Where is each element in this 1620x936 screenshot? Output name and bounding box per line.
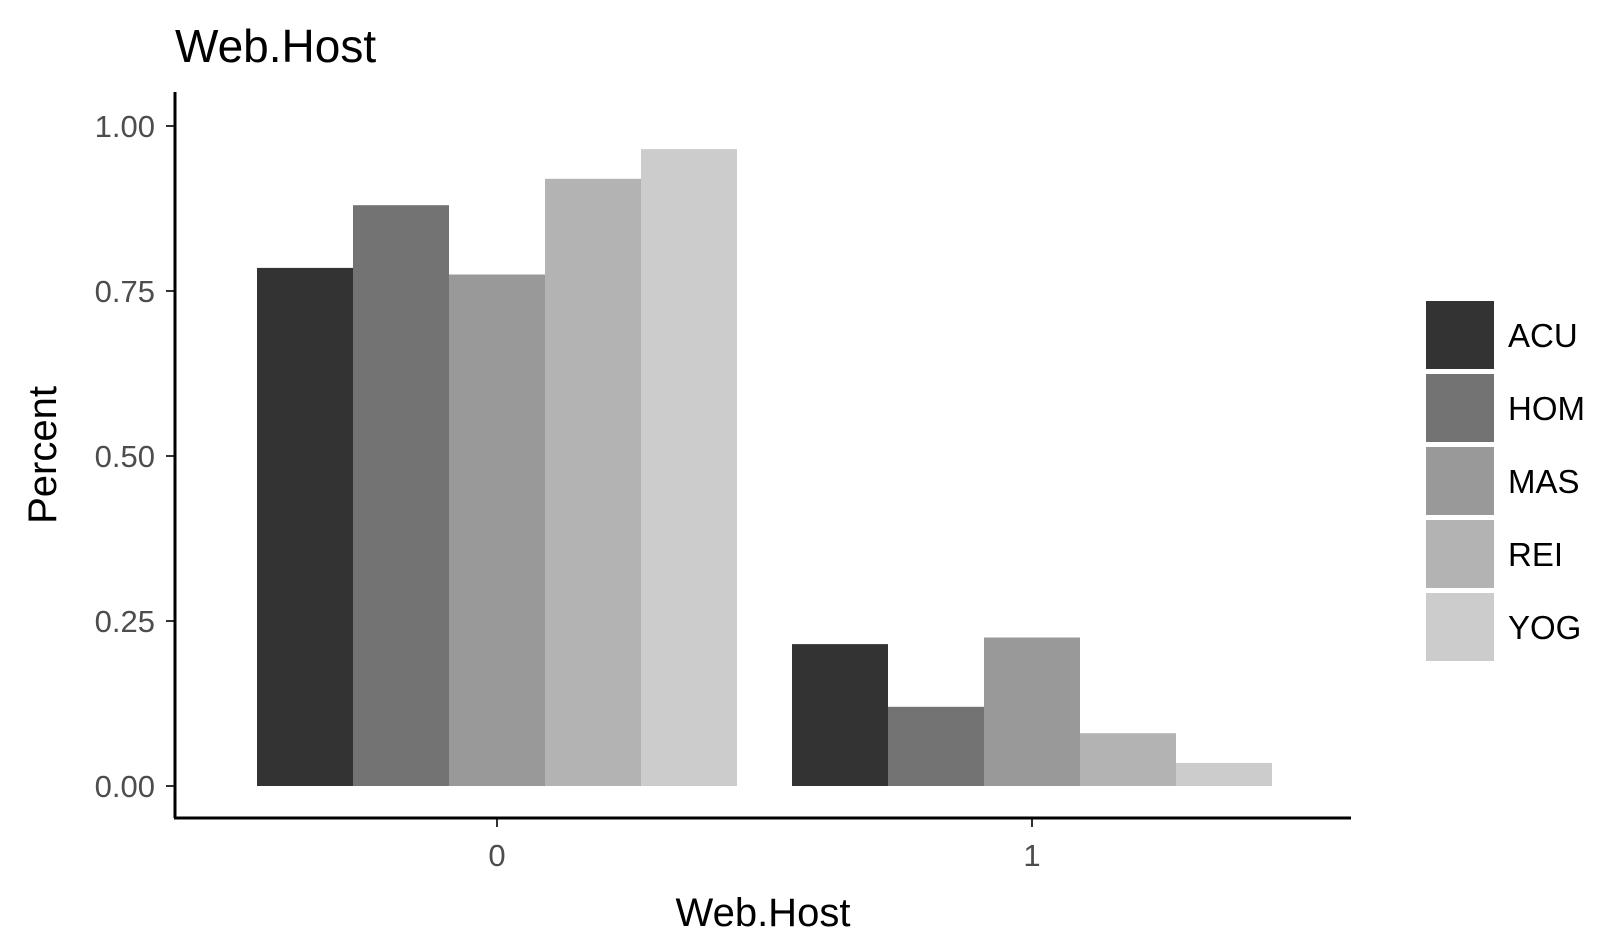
chart-title: Web.Host (175, 20, 376, 72)
y-axis-title: Percent (21, 386, 65, 524)
bars-group (257, 149, 1272, 787)
x-tick-label: 0 (488, 838, 505, 873)
bar-rei-1 (1080, 733, 1176, 786)
bar-yog-1 (1176, 762, 1272, 786)
y-tick-label: 0.25 (95, 604, 155, 639)
x-tick-label: 1 (1023, 838, 1040, 873)
legend-label-rei: REI (1508, 536, 1563, 573)
bar-hom-1 (888, 706, 984, 786)
legend-label-hom: HOM (1508, 390, 1585, 427)
bar-rei-0 (545, 178, 641, 787)
bar-yog-0 (641, 149, 737, 787)
legend-key-yog (1426, 593, 1494, 661)
legend-label-yog: YOG (1508, 609, 1581, 646)
y-axis-ticks: 0.00 0.25 0.50 0.75 1.00 (95, 109, 175, 804)
bar-mas-0 (449, 274, 545, 786)
bar-acu-0 (257, 267, 353, 786)
y-tick-label: 0.50 (95, 439, 155, 474)
legend-key-mas (1426, 447, 1494, 515)
bar-acu-1 (792, 644, 888, 786)
y-tick-label: 0.75 (95, 274, 155, 309)
legend-label-mas: MAS (1508, 463, 1580, 500)
y-tick-label: 1.00 (95, 109, 155, 144)
y-tick-label: 0.00 (95, 769, 155, 804)
legend-key-acu (1426, 301, 1494, 369)
legend-key-rei (1426, 520, 1494, 588)
legend-key-hom (1426, 374, 1494, 442)
bar-hom-0 (353, 205, 449, 786)
bar-mas-1 (984, 637, 1080, 786)
x-axis-title: Web.Host (676, 891, 851, 935)
legend: ACU HOM MAS REI YOG (1426, 301, 1585, 661)
legend-label-acu: ACU (1508, 317, 1578, 354)
